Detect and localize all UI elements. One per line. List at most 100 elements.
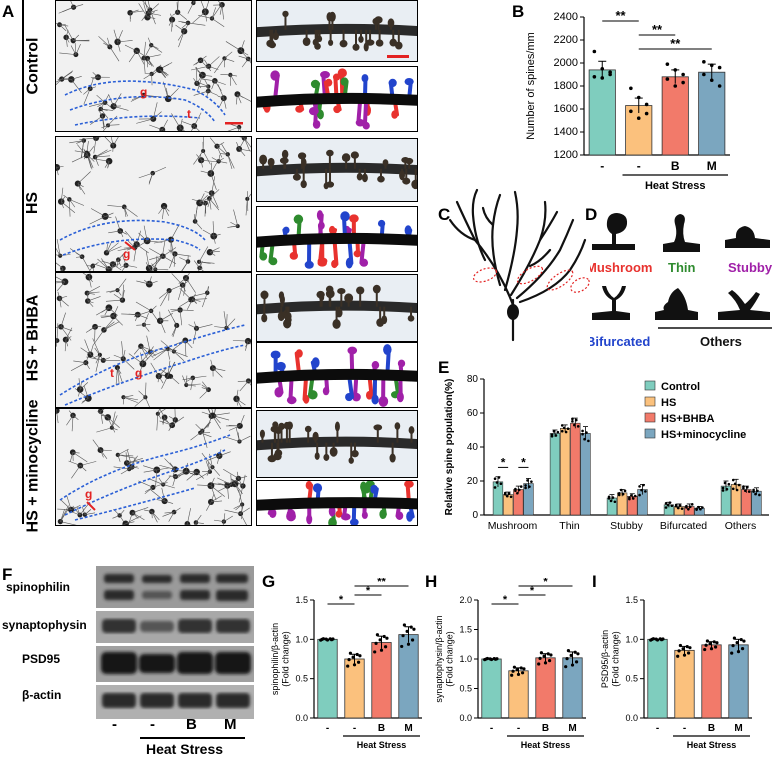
data-point [713,645,718,649]
neuron-cell [232,337,251,351]
data-point [721,489,725,492]
data-point [547,659,552,663]
bar [481,658,502,719]
neuron-cell [149,239,177,268]
neuron-cell [97,410,120,433]
panel-label-b: B [512,2,525,21]
neuron-cell [209,359,226,378]
data-point [685,644,689,649]
significance-label: * [543,578,548,588]
panel-label-c: C [438,205,451,224]
wb-label-beta-actin: β-actin [22,688,62,702]
data-point [666,503,670,507]
data-point [382,634,386,639]
label-bifurcated: Bifurcated [590,334,650,349]
data-point [576,425,580,428]
y-tick-label: 0.5 [459,684,472,694]
legend-label: HS [661,397,676,409]
data-point [564,430,568,434]
y-tick-label: 20 [467,476,479,487]
data-point [564,665,568,669]
data-point [495,657,499,661]
dendrite-traced-control [256,66,418,132]
data-point [520,671,525,675]
data-point [383,645,388,649]
data-point [705,639,710,643]
annotation-g-control: g [140,85,147,99]
neuron-cell [107,204,138,217]
neuron-cell [178,273,196,296]
data-point [373,650,377,654]
data-point [524,486,527,490]
data-point [485,656,490,661]
row-label-control: Control [24,37,41,95]
data-point [347,658,351,662]
neuron-cell [225,122,242,131]
data-point [562,426,566,430]
significance-label: * [521,455,526,469]
data-point [507,492,511,495]
data-point [642,483,645,487]
neuron-cell [197,246,215,269]
neuron-cell [196,153,217,168]
x-tick-label: M [707,159,717,173]
x-tick-label: - [326,723,329,734]
legend-swatch [644,380,656,391]
neuron-cell [217,474,234,492]
data-point [574,418,578,422]
data-point [703,647,707,652]
neuron-cell [92,149,112,166]
neuron-cell [121,395,139,405]
neuron-cell [69,449,88,463]
data-point [737,483,741,487]
neuron-cell [156,311,173,334]
data-point [539,651,544,655]
wb-label-synaptophysin: synaptophysin [2,618,87,632]
data-point [348,651,353,655]
dendrite-traced-hs-bhba [256,342,418,408]
data-point [378,638,382,642]
data-point [676,654,680,658]
neuron-cell [82,506,96,517]
data-point [709,647,714,651]
data-point [727,482,731,486]
x-tick-label: M [404,723,412,734]
panel-label-f: F [2,565,13,584]
neuron-cell [144,55,154,68]
data-point [721,486,725,490]
neuron-cell [237,378,251,392]
traced-shaft [257,368,417,384]
data-point [681,80,685,85]
data-point [687,508,690,511]
neuron-cell [57,76,82,94]
neuron-cell [170,307,194,326]
data-point [708,641,712,646]
neuron-cell [149,475,175,489]
data-point [690,503,694,506]
data-point [709,63,714,68]
western-blot [96,566,254,719]
neuron-cell [124,44,147,65]
neuron-cell [92,338,102,372]
data-point [630,494,633,497]
neuron-cell [113,455,138,475]
data-point [664,506,668,509]
data-point [644,102,649,107]
neuron-cell [186,468,204,481]
dg-outline-hs-bhba [59,324,246,406]
data-point [701,506,704,509]
data-point [752,490,755,493]
data-point [409,625,413,629]
data-point [375,633,380,637]
neuron-cell [220,72,238,86]
data-point [583,437,586,441]
data-point [678,643,683,648]
neuron-cell [113,251,126,268]
neuron-cell [90,72,110,81]
arrow-hs-minocycline [86,501,96,511]
dg-outline-control [64,80,226,126]
data-point [665,77,670,81]
significance-label: * [366,585,371,597]
data-point [325,638,330,642]
grouped-bar-chart-spine-population: 0 20 40 60 80 Relative spine population(%) Mus… [444,374,769,532]
